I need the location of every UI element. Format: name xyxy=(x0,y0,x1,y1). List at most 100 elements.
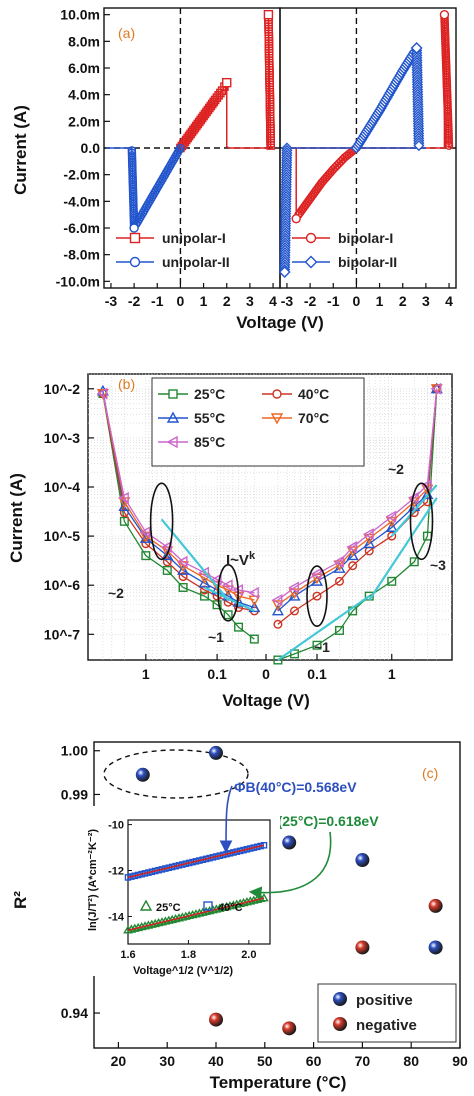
panel-label: (b) xyxy=(118,376,135,392)
data-point xyxy=(96,387,108,400)
data-point xyxy=(355,940,370,955)
x-tick-label: 80 xyxy=(403,1053,419,1069)
data-point xyxy=(127,146,137,155)
data-point xyxy=(355,853,370,868)
data-point xyxy=(248,586,259,599)
x-tick-label: 3 xyxy=(246,293,254,309)
y-tick-label: 8.0m xyxy=(68,33,100,49)
legend-label: bipolar-I xyxy=(338,230,393,246)
data-point xyxy=(290,649,300,659)
y-tick-label: -2.0m xyxy=(63,167,100,183)
data-point xyxy=(335,576,345,586)
slope-label: ~1 xyxy=(208,629,224,645)
y-tick-label: 10.0m xyxy=(60,7,100,23)
subplot-right: -3 -2 -1 0 1 2 3 4 bipolar-I bipolar-II xyxy=(278,7,457,309)
panel-label: (c) xyxy=(422,765,438,781)
fit-line xyxy=(368,497,438,601)
inset-legend-label: 25°C xyxy=(156,902,181,914)
data-point xyxy=(141,551,151,561)
legend-label: negative xyxy=(356,1017,417,1034)
legend-label: unipolar-I xyxy=(162,230,226,246)
panel-a: 10.0m8.0m6.0m4.0m2.0m0.0-2.0m-4.0m-6.0m-… xyxy=(11,7,457,332)
data-point xyxy=(135,767,150,782)
x-tick-label: 0 xyxy=(262,666,270,682)
slope-label: ~3 xyxy=(430,557,446,573)
data-point xyxy=(200,591,210,601)
fit-line xyxy=(204,586,255,612)
subplot-left: -3 -2 -1 0 1 2 3 4 unipolar-I unipolar-II xyxy=(103,7,281,309)
x-tick-label: 30 xyxy=(159,1053,175,1069)
inset-x-tick-label: 1.6 xyxy=(120,949,135,961)
data-point xyxy=(410,42,423,54)
y-tick-label: -8.0m xyxy=(63,247,100,263)
inset-frame xyxy=(127,819,271,945)
arrow-40c xyxy=(219,785,233,854)
data-point xyxy=(413,139,425,152)
plot-frame xyxy=(87,373,453,661)
slope-label: ~1 xyxy=(314,639,330,655)
x-tick-label: -1 xyxy=(151,293,164,309)
y-axis-label: Current (A) xyxy=(7,473,26,563)
data-point xyxy=(363,528,374,541)
y-tick-label: -4.0m xyxy=(63,193,100,209)
x-tick-label: 1 xyxy=(388,666,396,682)
y-tick-label: 6.0m xyxy=(68,60,100,76)
data-point xyxy=(248,601,261,613)
data-point xyxy=(312,591,322,601)
power-law-label: I~Vk xyxy=(226,550,256,569)
y-tick-label: 0.94 xyxy=(61,1005,88,1021)
legend-label: 55°C xyxy=(194,410,225,426)
x-tick-label: 2 xyxy=(399,293,407,309)
data-point xyxy=(271,600,284,611)
inset-y-axis-label: ln(J/T²) (A*cm⁻²K⁻²) xyxy=(87,829,99,931)
data-point xyxy=(387,531,397,541)
data-point xyxy=(363,537,376,549)
inset-legend-marker xyxy=(203,901,213,911)
data-point xyxy=(129,223,139,233)
data-point xyxy=(444,141,454,150)
y-axis-label: R² xyxy=(11,891,30,909)
data-point xyxy=(210,573,222,586)
series-positive xyxy=(135,745,443,955)
series-line xyxy=(277,388,438,601)
x-tick-label: -3 xyxy=(281,293,294,309)
data-point xyxy=(198,576,211,588)
series-line xyxy=(102,393,255,640)
data-point xyxy=(209,1012,223,1027)
data-point xyxy=(430,384,443,396)
data-point xyxy=(428,940,443,955)
inset-background xyxy=(60,806,280,976)
data-point xyxy=(209,745,223,760)
x-tick-label: 0.1 xyxy=(307,666,327,682)
inset-x-axis-label: Voltage^1/2 (V^1/2) xyxy=(133,965,233,977)
legend-marker xyxy=(166,435,178,449)
fit-line xyxy=(277,595,370,661)
y-tick-label: -10.0m xyxy=(56,273,100,289)
inset-y-tick-label: -10 xyxy=(108,820,124,832)
data-point xyxy=(178,582,188,592)
x-tick-label: 4 xyxy=(445,293,453,309)
x-tick-label: 50 xyxy=(257,1053,273,1069)
data-point xyxy=(409,557,419,567)
data-point xyxy=(222,77,232,88)
data-point xyxy=(439,9,450,20)
inset-data-point xyxy=(259,893,269,902)
barrier-height-label-25c: ΦB(25°C)=0.618eV xyxy=(256,813,379,829)
data-point xyxy=(288,581,300,594)
legend-label: unipolar-II xyxy=(162,254,230,270)
series-line xyxy=(102,393,255,612)
legend-label: bipolar-II xyxy=(338,254,397,270)
legend-marker xyxy=(333,1017,347,1031)
grid xyxy=(88,373,452,660)
data-point xyxy=(333,562,346,573)
arrow-25c xyxy=(248,831,332,900)
legend-label: 85°C xyxy=(194,434,225,450)
highlight-ellipse xyxy=(306,565,328,627)
x-axis-label: Voltage (V) xyxy=(222,691,310,710)
legend-label: 25°C xyxy=(194,386,225,402)
data-point xyxy=(312,640,322,650)
slope-label: ~2 xyxy=(388,461,404,477)
highlight-ellipse xyxy=(149,482,174,561)
highlight-ellipse xyxy=(217,564,239,622)
